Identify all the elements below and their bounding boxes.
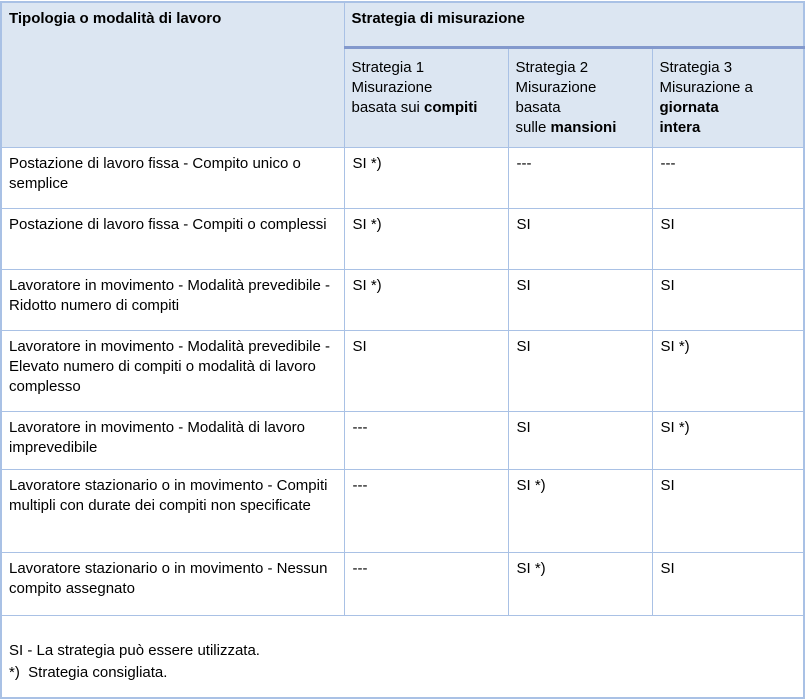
row-label-cell: Postazione di lavoro fissa - Compito uni… [0,146,345,209]
strategy-1-value-cell: SI *) [343,146,509,209]
table-row: Lavoratore stazionario o in movimento - … [0,468,805,553]
strategy-2-value-cell: SI [507,329,653,412]
strategy-2-value-cell: SI [507,268,653,331]
strategy-1-value-cell: --- [343,468,509,553]
row-label-cell: Lavoratore stazionario o in movimento - … [0,551,345,616]
table-row: Postazione di lavoro fissa - Compiti o c… [0,207,805,270]
strategia-3-text: Strategia 3 Misurazione a [659,58,753,96]
table-row: Lavoratore in movimento - Modalità preve… [0,329,805,412]
column-header-strategia-2: Strategia 2 Misurazione basata sulle man… [507,46,653,148]
strategy-1-value-cell: SI *) [343,207,509,270]
column-header-tipologia: Tipologia o modalità di lavoro [0,1,345,148]
strategy-3-value-cell: SI [651,207,805,270]
legend-row: SI - La strategia può essere utilizzata.… [0,614,805,699]
table-body: Postazione di lavoro fissa - Compito uni… [0,146,805,616]
table-row: Lavoratore stazionario o in movimento - … [0,551,805,616]
strategy-3-value-cell: SI *) [651,329,805,412]
table-footer: SI - La strategia può essere utilizzata.… [0,614,805,699]
row-label-cell: Postazione di lavoro fissa - Compiti o c… [0,207,345,270]
strategy-1-value-cell: SI [343,329,509,412]
table-header-row-2: Strategia 1 Misurazione basata sui compi… [1,46,805,148]
column-header-strategia-3: Strategia 3 Misurazione a giornata inter… [651,46,805,148]
strategy-2-value-cell: --- [507,146,653,209]
strategia-2-text: Strategia 2 Misurazione basata sulle [515,58,597,136]
legend-line-si: SI - La strategia può essere utilizzata. [9,641,260,659]
column-header-strategia-group: Strategia di misurazione [343,1,805,49]
strategy-3-value-cell: SI *) [651,410,805,470]
row-label-cell: Lavoratore in movimento - Modalità di la… [0,410,345,470]
strategy-3-value-cell: SI [651,268,805,331]
strategy-1-value-cell: SI *) [343,268,509,331]
row-label-cell: Lavoratore in movimento - Modalità preve… [0,268,345,331]
strategy-3-value-cell: --- [651,146,805,209]
table-row: Postazione di lavoro fissa - Compito uni… [0,146,805,209]
strategy-3-value-cell: SI [651,468,805,553]
strategia-1-bold-text: compiti [424,98,478,116]
table-row: Lavoratore in movimento - Modalità di la… [0,410,805,470]
legend: SI - La strategia può essere utilizzata.… [0,614,805,699]
strategia-2-bold-text: mansioni [550,118,617,136]
table-header: Tipologia o modalità di lavoro Strategia… [0,1,805,148]
table-row: Lavoratore in movimento - Modalità preve… [0,268,805,331]
row-label-cell: Lavoratore in movimento - Modalità preve… [0,329,345,412]
strategy-2-value-cell: SI [507,410,653,470]
strategia-1-text: Strategia 1 Misurazione basata sui [351,58,433,116]
column-header-strategia-1: Strategia 1 Misurazione basata sui compi… [343,46,509,148]
strategy-1-value-cell: --- [343,410,509,470]
strategy-2-value-cell: SI *) [507,468,653,553]
strategy-2-value-cell: SI *) [507,551,653,616]
strategy-3-value-cell: SI [651,551,805,616]
legend-line-asterisk: *) Strategia consigliata. [9,663,168,681]
table-header-row-1: Tipologia o modalità di lavoro Strategia… [0,1,805,148]
row-label-cell: Lavoratore stazionario o in movimento - … [0,468,345,553]
strategy-2-value-cell: SI [507,207,653,270]
strategy-1-value-cell: --- [343,551,509,616]
strategia-3-bold-text: giornata intera [659,98,719,136]
